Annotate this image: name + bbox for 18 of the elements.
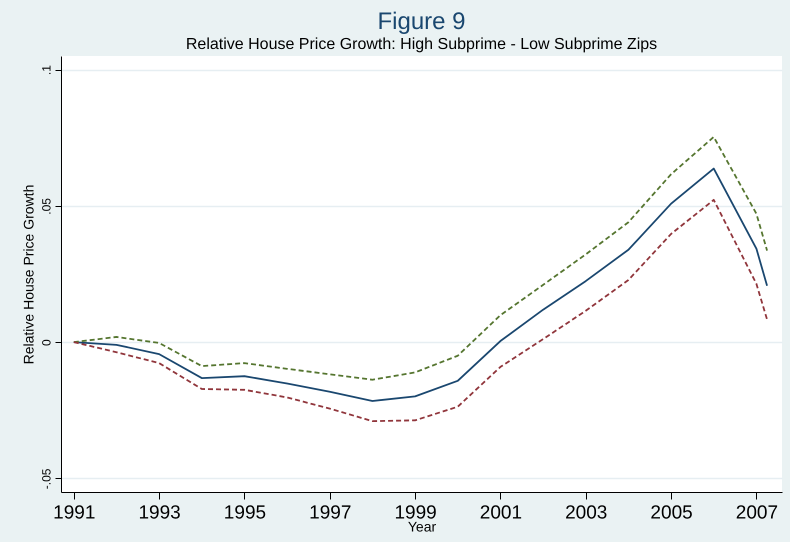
x-tick-label: 2001 [480, 502, 522, 524]
line-series [72, 136, 768, 381]
y-tick-label: -.05 [40, 468, 54, 490]
x-tick-label: 1995 [224, 502, 266, 524]
x-tick-label: 1991 [53, 502, 96, 524]
y-tick-label: 0 [40, 338, 54, 346]
y-tick-label: .1 [40, 64, 54, 76]
y-tick-label: .05 [40, 198, 54, 215]
x-tick-label: 2003 [565, 502, 608, 524]
y-axis-title: Relative House Price Growth [20, 184, 36, 364]
x-tick-label: 1993 [138, 502, 181, 524]
line-series [72, 198, 768, 422]
x-tick-label: 2007 [736, 502, 778, 524]
x-tick-label: 2005 [650, 502, 693, 524]
chart-subtitle: Relative House Price Growth: High Subprime - Low Subprime Zips [186, 36, 658, 53]
x-tick-label: 1997 [309, 502, 352, 524]
x-axis-title: Year [408, 518, 436, 534]
chart-title: Figure 9 [377, 8, 466, 35]
